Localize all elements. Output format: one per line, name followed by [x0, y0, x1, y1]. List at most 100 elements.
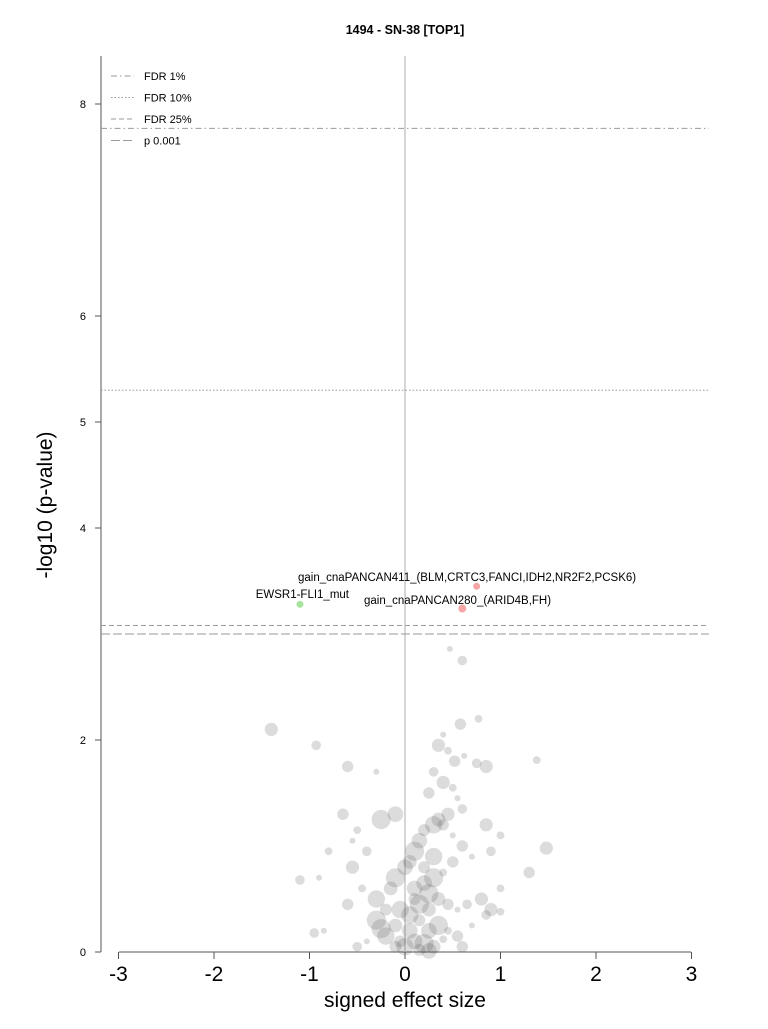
y-axis-label: -log10 (p-value) — [34, 431, 57, 578]
axes: 0 2 4 5 6 8 -3 -2 -1 0 1 2 3 — [80, 56, 697, 986]
legend-entry: FDR 25% — [144, 114, 192, 126]
data-point — [431, 812, 446, 827]
data-point — [409, 894, 429, 914]
data-point — [442, 898, 454, 910]
data-point — [449, 832, 456, 839]
data-point — [444, 746, 452, 755]
data-point — [401, 906, 419, 924]
data-point — [349, 837, 356, 844]
data-point — [414, 933, 434, 954]
y-tick-label: 6 — [80, 311, 86, 323]
data-point — [366, 910, 386, 930]
data-point — [397, 859, 413, 875]
data-point — [484, 903, 498, 917]
y-tick-label: 2 — [80, 735, 86, 747]
data-point — [436, 775, 450, 790]
data-point — [426, 939, 441, 954]
data-point — [451, 930, 464, 942]
x-tick-label: -2 — [205, 963, 224, 986]
threshold-lines — [101, 127, 709, 635]
data-point — [474, 892, 488, 906]
data-point — [396, 938, 414, 956]
data-point — [320, 927, 327, 934]
data-point — [421, 923, 437, 939]
data-point — [428, 915, 449, 936]
data-point — [311, 740, 321, 751]
data-point — [471, 758, 482, 769]
data-point — [474, 714, 483, 723]
point-label: gain_cnaPANCAN411_(BLM,CRTC3,FANCI,IDH2,… — [298, 572, 636, 584]
data-point — [456, 840, 468, 852]
data-point — [418, 861, 431, 874]
data-point — [457, 804, 468, 814]
data-point — [377, 927, 395, 945]
y-tick-label: 4 — [80, 523, 86, 535]
legend-entry: p 0.001 — [144, 136, 181, 148]
data-point — [406, 880, 423, 897]
data-point — [457, 655, 468, 666]
x-tick-label: 2 — [590, 963, 602, 986]
x-tick-label: 3 — [686, 963, 698, 986]
data-point — [362, 846, 372, 857]
data-point — [388, 918, 403, 933]
x-axis-label: signed effect size — [324, 989, 486, 1012]
data-point — [461, 752, 468, 759]
data-point — [421, 902, 436, 917]
data-point — [391, 900, 409, 919]
data-point — [439, 935, 448, 944]
data-point — [352, 941, 363, 952]
data-point — [408, 893, 421, 905]
data-points — [264, 645, 553, 959]
data-point — [479, 818, 493, 832]
data-point — [454, 906, 461, 913]
legend-entry: FDR 1% — [144, 71, 186, 83]
data-point — [413, 914, 426, 927]
data-point — [413, 943, 426, 956]
data-point — [428, 767, 439, 777]
data-point — [479, 759, 493, 774]
data-point — [523, 866, 535, 879]
data-point — [447, 856, 459, 868]
y-tick-label: 5 — [80, 417, 86, 429]
data-point — [446, 645, 453, 652]
data-point — [456, 941, 468, 953]
data-point — [441, 807, 455, 821]
data-point — [371, 809, 391, 830]
data-point — [383, 881, 398, 896]
data-point — [437, 819, 449, 831]
data-point — [385, 868, 406, 888]
data-point — [496, 831, 505, 840]
point-label: EWSR1-FLI1_mut — [256, 589, 350, 601]
data-point — [439, 868, 448, 877]
data-point — [316, 874, 323, 881]
data-point — [424, 816, 443, 834]
highlighted-point — [458, 604, 467, 613]
data-point — [367, 890, 386, 908]
highlighted-point — [473, 582, 481, 590]
y-tick-label: 0 — [80, 947, 86, 959]
data-point — [496, 907, 505, 916]
data-point — [424, 868, 444, 888]
data-point — [454, 795, 461, 802]
data-point — [454, 718, 467, 730]
data-point — [295, 875, 305, 885]
data-point — [363, 938, 370, 945]
data-point — [324, 847, 333, 856]
x-tick-label: 1 — [495, 963, 507, 986]
data-point — [387, 806, 404, 822]
data-point — [448, 755, 461, 767]
x-tick-label: 0 — [399, 963, 411, 986]
data-point — [379, 903, 392, 916]
data-point — [532, 756, 541, 765]
x-tick-label: -3 — [109, 963, 128, 986]
data-point — [539, 841, 553, 855]
data-point — [481, 910, 491, 920]
data-point — [486, 846, 496, 857]
data-point — [423, 787, 435, 799]
data-point — [496, 884, 505, 893]
data-point — [444, 926, 452, 935]
data-point — [468, 922, 475, 929]
data-point — [419, 884, 439, 904]
